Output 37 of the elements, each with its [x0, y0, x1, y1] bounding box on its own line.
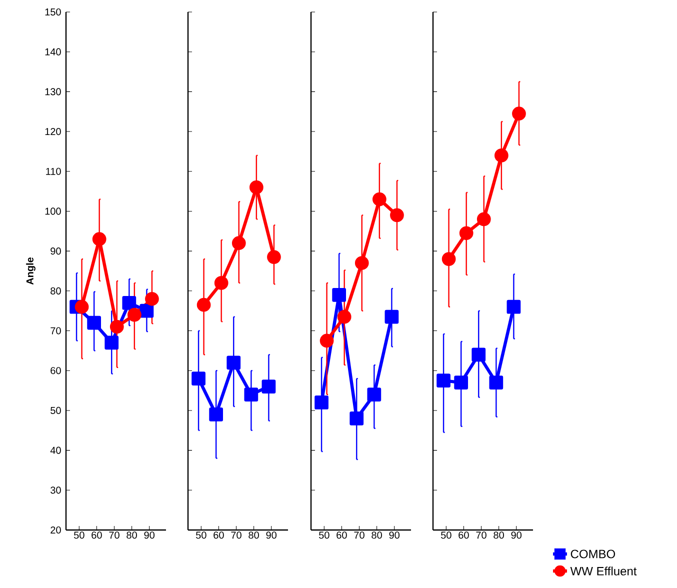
x-tick-label: 60 — [336, 532, 347, 539]
y-tick-label: 90 — [50, 248, 61, 255]
x-tick-label: 80 — [372, 532, 382, 539]
x-tick-label: 90 — [144, 532, 154, 539]
y-tick-label: 110 — [46, 168, 61, 175]
x-tick-label: 70 — [354, 532, 364, 539]
x-tick-label: 70 — [476, 532, 486, 539]
y-tick-label: 150 — [45, 8, 61, 16]
x-tick-label: 70 — [109, 532, 120, 539]
y-tick-label: 80 — [50, 287, 61, 294]
legend-label: COMBO — [570, 550, 616, 558]
x-tick-label: 80 — [126, 532, 137, 539]
y-tick-label: 20 — [50, 526, 61, 534]
x-tick-label: 60 — [92, 532, 102, 539]
y-tick-label: 130 — [45, 88, 61, 96]
y-tick-label: 120 — [45, 128, 61, 136]
x-tick-label: 50 — [74, 532, 84, 539]
x-tick-label: 50 — [196, 532, 206, 539]
y-tick-label: 30 — [50, 486, 61, 494]
x-tick-label: 60 — [458, 532, 469, 539]
y-tick-label: 40 — [50, 446, 61, 454]
x-tick-label: 90 — [266, 532, 276, 539]
x-tick-label: 90 — [511, 532, 522, 539]
x-tick-label: 90 — [389, 532, 400, 539]
x-tick-label: 80 — [494, 532, 504, 539]
x-tick-label: 80 — [248, 532, 259, 539]
x-tick-label: 50 — [319, 532, 330, 539]
y-tick-label: 100 — [45, 208, 61, 215]
x-tick-label: 60 — [214, 532, 224, 539]
y-tick-label: 60 — [50, 367, 61, 374]
y-tick-label: 50 — [50, 406, 61, 414]
legend-label: WW Effluent — [570, 566, 637, 576]
x-tick-label: 70 — [231, 532, 242, 539]
x-tick-label: 50 — [441, 532, 452, 539]
y-axis-title: Angle — [26, 257, 36, 285]
y-tick-label: 140 — [45, 48, 61, 56]
y-tick-label: 70 — [50, 327, 61, 334]
